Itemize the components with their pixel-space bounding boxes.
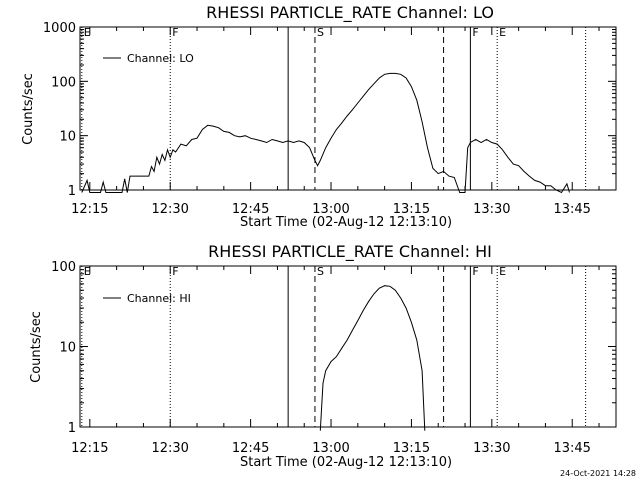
x-tick-label-hi: 13:15 <box>393 441 430 456</box>
y-tick-label-hi: 10 <box>59 341 76 356</box>
y-ticks-lo: 1 10 100 1000 <box>43 21 616 199</box>
x-axis-label-lo: Start Time (02-Aug-12 12:13:10) <box>240 215 452 230</box>
y-tick-label-lo: 1000 <box>43 21 76 36</box>
y-tick-label-lo: 100 <box>51 75 76 90</box>
x-tick-label-lo: 13:00 <box>312 202 349 217</box>
legend-label-hi: Channel: HI <box>127 292 191 305</box>
chart-title-lo: RHESSI PARTICLE_RATE Channel: LO <box>206 3 494 23</box>
x-tick-label-hi: 12:15 <box>71 441 108 456</box>
event-marker-label-lo: S <box>317 26 324 39</box>
event-marker-label-lo: F <box>472 26 478 39</box>
y-axis-label-lo: Counts/sec <box>21 73 36 145</box>
x-tick-label-hi: 13:30 <box>473 441 510 456</box>
event-marker-label-lo: E <box>499 26 506 39</box>
x-axis-label-hi: Start Time (02-Aug-12 12:13:10) <box>240 455 452 470</box>
x-tick-label-hi: 13:00 <box>312 441 349 456</box>
panel-hi: RHESSI PARTICLE_RATE Channel: HI Counts/… <box>29 242 617 470</box>
event-marker-label-hi: E <box>84 265 91 278</box>
x-tick-label-lo: 13:30 <box>473 202 510 217</box>
x-tick-label-lo: 12:30 <box>151 202 188 217</box>
event-marker-label-hi: F <box>472 265 478 278</box>
x-tick-label-hi: 12:30 <box>151 441 188 456</box>
x-ticks-hi: 12:15 12:30 12:45 13:00 13:15 13:30 13:45 <box>71 266 600 456</box>
x-tick-label-hi: 12:45 <box>232 441 269 456</box>
x-tick-label-lo: 12:15 <box>71 202 108 217</box>
footer-timestamp: 24-Oct-2021 14:28 <box>560 469 636 478</box>
event-marker-label-lo: E <box>84 26 91 39</box>
plot-frame-lo <box>79 26 617 191</box>
y-axis-label-hi: Counts/sec <box>29 311 44 383</box>
legend-hi: Channel: HI <box>103 292 191 305</box>
y-tick-label-hi: 100 <box>51 260 76 275</box>
x-tick-label-lo: 12:45 <box>232 202 269 217</box>
series-line-lo <box>81 72 570 194</box>
x-tick-label-lo: 13:15 <box>393 202 430 217</box>
y-tick-label-hi: 1 <box>68 421 76 436</box>
panel-lo: RHESSI PARTICLE_RATE Channel: LO Counts/… <box>21 3 617 230</box>
event-marker-label-hi: S <box>317 265 324 278</box>
y-ticks-hi: 1 10 100 <box>51 260 616 436</box>
y-tick-label-lo: 1 <box>68 184 76 199</box>
event-marker-label-lo: F <box>172 26 178 39</box>
event-marker-label-hi: E <box>499 265 506 278</box>
x-ticks-lo: 12:15 12:30 12:45 13:00 13:15 13:30 13:45 <box>71 27 600 217</box>
legend-lo: Channel: LO <box>103 52 194 65</box>
y-tick-label-lo: 10 <box>59 130 76 145</box>
series-line-hi <box>319 285 426 431</box>
event-marker-label-hi: F <box>172 265 178 278</box>
x-tick-label-hi: 13:45 <box>553 441 590 456</box>
chart-title-hi: RHESSI PARTICLE_RATE Channel: HI <box>208 242 492 262</box>
legend-label-lo: Channel: LO <box>127 52 194 65</box>
plot-frame-hi <box>79 265 617 428</box>
x-tick-label-lo: 13:45 <box>553 202 590 217</box>
